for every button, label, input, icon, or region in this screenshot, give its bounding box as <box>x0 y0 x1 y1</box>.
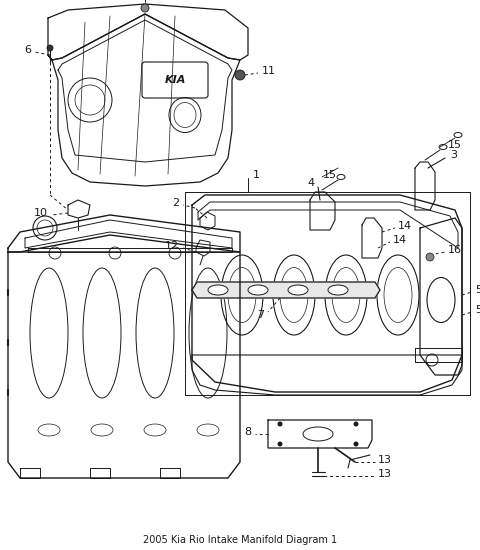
Text: 15: 15 <box>448 140 462 150</box>
Ellipse shape <box>328 285 348 295</box>
Text: 14: 14 <box>398 221 412 231</box>
Circle shape <box>277 421 283 426</box>
Text: 13: 13 <box>378 455 392 465</box>
Text: 10: 10 <box>34 208 48 218</box>
Text: 15: 15 <box>323 170 337 180</box>
Ellipse shape <box>208 285 228 295</box>
Circle shape <box>353 421 359 426</box>
Text: 5: 5 <box>475 305 480 315</box>
Text: 8: 8 <box>244 427 251 437</box>
Text: 5: 5 <box>475 285 480 295</box>
Text: 6: 6 <box>24 45 31 55</box>
Text: 13: 13 <box>378 469 392 479</box>
Circle shape <box>426 253 434 261</box>
Text: 12: 12 <box>165 241 179 251</box>
Circle shape <box>47 45 53 51</box>
Circle shape <box>235 70 245 80</box>
Text: 1: 1 <box>253 170 260 180</box>
Text: 14: 14 <box>393 235 407 245</box>
Circle shape <box>141 4 149 12</box>
Circle shape <box>353 442 359 447</box>
Text: 4: 4 <box>308 178 315 188</box>
Text: 11: 11 <box>262 66 276 76</box>
Ellipse shape <box>288 285 308 295</box>
Text: KIA: KIA <box>164 75 186 85</box>
Text: 3: 3 <box>450 150 457 160</box>
Text: 16: 16 <box>448 245 462 255</box>
Circle shape <box>277 442 283 447</box>
Text: 2: 2 <box>172 198 179 208</box>
Ellipse shape <box>248 285 268 295</box>
Polygon shape <box>192 282 380 298</box>
Text: 7: 7 <box>257 310 264 320</box>
Text: 2005 Kia Rio Intake Manifold Diagram 1: 2005 Kia Rio Intake Manifold Diagram 1 <box>143 535 337 545</box>
